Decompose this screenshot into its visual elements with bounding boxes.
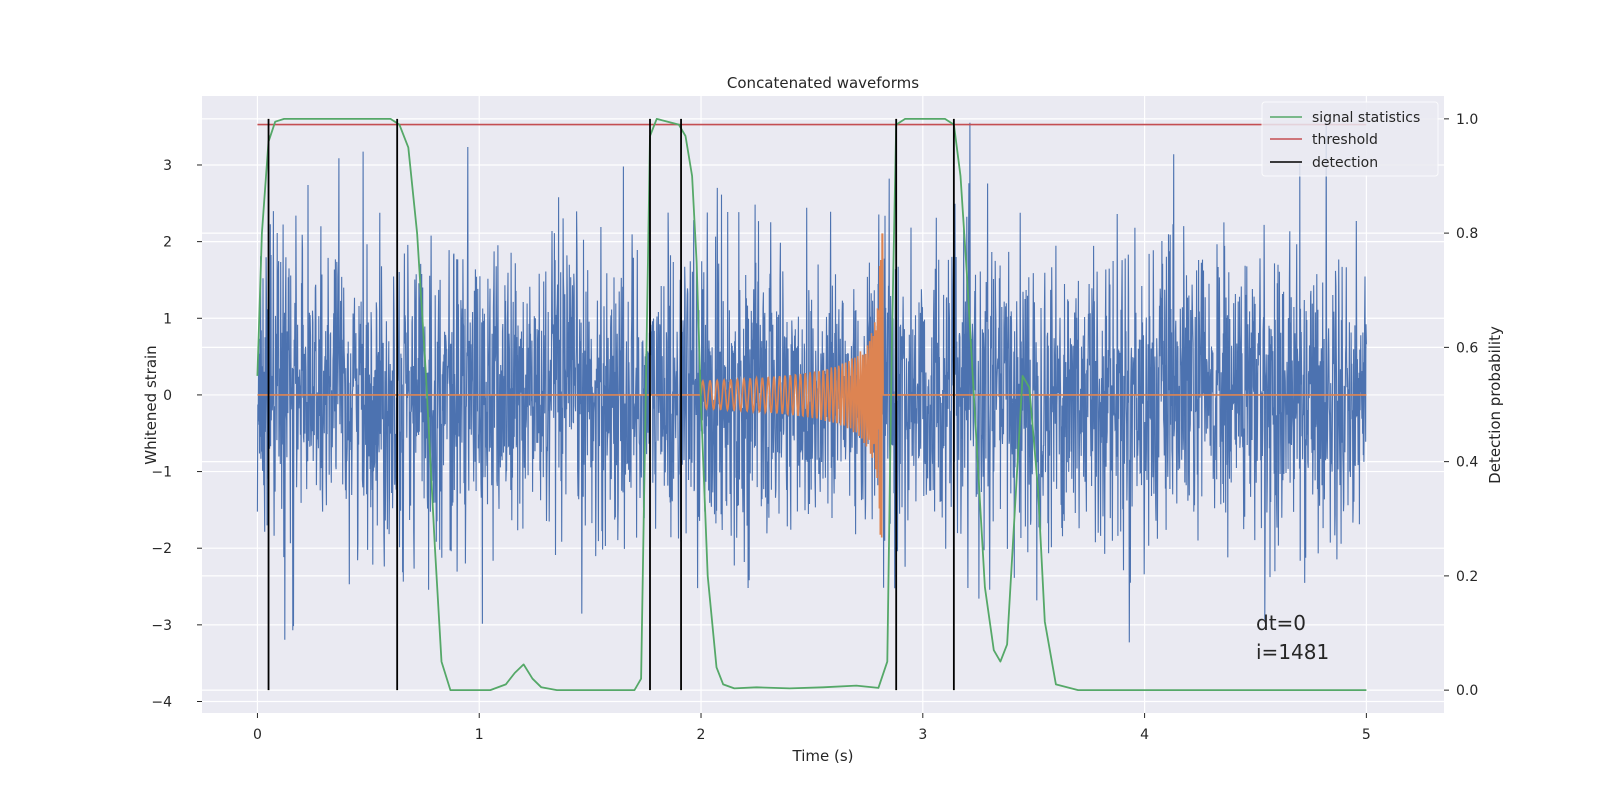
x-tick-label-0: 0: [253, 727, 262, 743]
whitened-strain-line: [256, 122, 1367, 643]
annotation-dt: dt=0: [1256, 611, 1306, 635]
legend-label-threshold: threshold: [1312, 132, 1378, 148]
y-tick-label-6: 2: [163, 235, 172, 251]
y-right-tick-label-0: 0.0: [1456, 683, 1478, 699]
x-tick-label-5: 5: [1362, 727, 1371, 743]
legend: signal statistics threshold detection: [1261, 101, 1439, 177]
x-axis-label: Time (s): [792, 747, 854, 765]
injected-waveform-series: [257, 233, 1367, 538]
chart-title: Concatenated waveforms: [727, 74, 919, 92]
legend-label-signal-statistics: signal statistics: [1312, 110, 1420, 126]
y-tick-label-2: −2: [151, 541, 172, 557]
y-tick-label-0: −4: [151, 695, 172, 711]
x-tick-label-1: 1: [475, 727, 484, 743]
y-tick-label-7: 3: [163, 158, 172, 174]
legend-label-detection: detection: [1312, 155, 1378, 171]
y-tick-label-1: −3: [151, 618, 172, 634]
y-right-tick-label-1: 0.2: [1456, 569, 1478, 585]
y-right-tick-label-5: 1.0: [1456, 112, 1478, 128]
axis-ticks: 0 1 2 3 4 5 −4 −3 −2 −1 0 1 2 3 0.0 0.2 0.4 0.6 0.8 1.0: [151, 112, 1478, 743]
y-right-tick-label-3: 0.6: [1456, 340, 1478, 356]
y-tick-label-5: 1: [163, 311, 172, 327]
y-right-tick-label-2: 0.4: [1456, 455, 1478, 471]
y-tick-label-3: −1: [151, 465, 172, 481]
annotation-index: i=1481: [1256, 640, 1329, 664]
whitened-strain-series: [256, 122, 1367, 643]
legend-box: [1261, 101, 1439, 177]
y-axis-right-label: Detection probability: [1486, 326, 1504, 484]
x-tick-label-3: 3: [918, 727, 927, 743]
x-tick-label-2: 2: [697, 727, 706, 743]
y-right-tick-label-4: 0.8: [1456, 226, 1478, 242]
y-axis-label: Whitened strain: [142, 345, 160, 464]
right-axis-series: [256, 118, 1367, 691]
injected-waveform-line: [257, 233, 1367, 538]
signal-statistics-line: [256, 118, 1367, 691]
x-tick-label-4: 4: [1140, 727, 1149, 743]
y-tick-label-4: 0: [163, 388, 172, 404]
